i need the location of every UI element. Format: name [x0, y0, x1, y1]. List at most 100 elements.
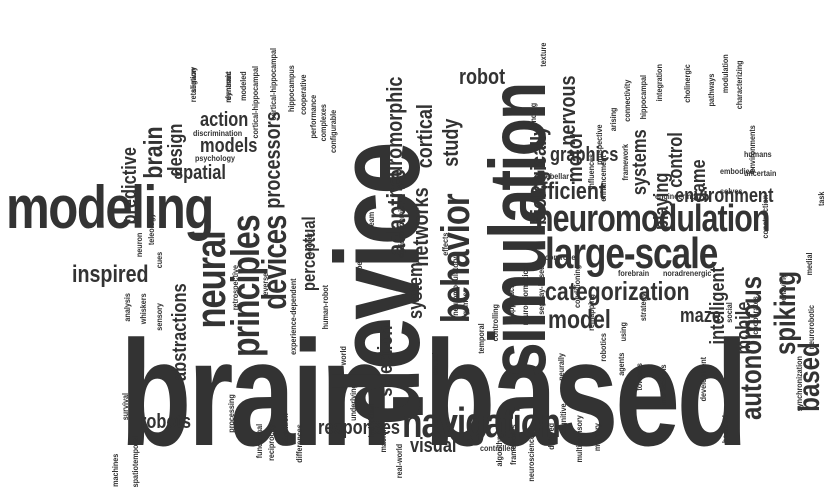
cloud-word-configurable: configurable — [329, 109, 338, 154]
cloud-word-systems: systems — [629, 129, 651, 196]
cloud-word-neurally: neurally — [557, 353, 566, 381]
cloud-word-differences: differences — [295, 424, 304, 463]
cloud-word-texture: texture — [539, 42, 548, 67]
cloud-word-cognitive: cognitive — [559, 403, 568, 436]
cloud-word-embodied: embodied — [720, 167, 755, 176]
cloud-word-social: social — [725, 302, 734, 323]
cloud-word-inspired: inspired — [72, 261, 149, 288]
cloud-word-hippocampal: hippocampal — [639, 74, 648, 120]
cloud-word-neuromodulation: neuromodulation — [535, 198, 770, 240]
cloud-word-processors: processors — [260, 111, 285, 209]
cloud-word-environments: environments — [748, 125, 757, 173]
cloud-word-discrimination: discrimination — [193, 129, 243, 138]
cloud-word-noradrenergic: noradrenergic — [663, 269, 712, 278]
cloud-word-cerebellar: cerebellar — [535, 172, 570, 181]
cloud-word-neuromorphic: neuromorphic — [382, 76, 407, 198]
cloud-word-framework: framework — [621, 144, 630, 181]
cloud-word-spatial: spatial — [174, 162, 226, 184]
cloud-word-effects: effects — [441, 232, 450, 256]
cloud-word-underlying: underlying — [349, 384, 358, 421]
cloud-word-models: models — [200, 135, 258, 157]
cloud-word-navigation: navigation — [402, 399, 561, 446]
cloud-word-conditioning: conditioning — [573, 264, 582, 308]
cloud-word-machine: machine — [379, 423, 388, 453]
cloud-word-reciprocity: reciprocity — [267, 424, 276, 461]
cloud-word-dynamic: dynamic — [224, 71, 233, 101]
cloud-word-cortical: cortical — [412, 104, 437, 169]
cloud-word-modeling: modeling — [6, 174, 214, 241]
cloud-word-action: action — [200, 109, 249, 131]
cloud-word-cooperates: cooperates — [751, 296, 760, 335]
cloud-word-brain: brain — [138, 126, 168, 179]
cloud-word-remapping: remapping — [587, 294, 596, 331]
cloud-word-world: world — [339, 346, 348, 366]
cloud-word-socioeconomic: socioeconomic — [397, 205, 406, 259]
cloud-word-multi-sensory: multi-sensory — [575, 415, 584, 463]
cloud-word-complexes: complexes — [319, 104, 328, 142]
cloud-word-uncertain: uncertain — [744, 169, 777, 178]
cloud-word-medial: medial — [805, 252, 814, 276]
cloud-word-solves: solves — [720, 187, 743, 196]
cloud-word-attention: attention — [281, 413, 290, 444]
cloud-word-neuromodulatory: neuromodulatory — [451, 256, 460, 316]
cloud-word-soccer: soccer — [305, 232, 314, 256]
cloud-word-causal: causal — [431, 352, 440, 375]
cloud-word-brain-based: brain-based — [120, 309, 748, 477]
cloud-word-humans: humans — [744, 150, 772, 159]
cloud-word-characterizing: characterizing — [735, 60, 744, 110]
cloud-word-performance: performance — [309, 94, 318, 139]
cloud-word-integration: integration — [655, 64, 664, 102]
cloud-word-neural: neural — [187, 231, 234, 329]
cloud-word-machines: machines — [111, 453, 120, 487]
cloud-word-whiskers: whiskers — [139, 293, 148, 325]
cloud-word-games: games — [461, 292, 470, 316]
cloud-word-visual: visual — [410, 435, 457, 457]
cloud-word-psychology: psychology — [195, 154, 236, 163]
cloud-word-controller: controller — [545, 253, 579, 262]
cloud-word-towards: towards — [635, 363, 644, 391]
cloud-word-segway-based: segway-based — [537, 265, 546, 315]
cloud-word-retrospective: retrospective — [231, 265, 240, 311]
cloud-word-retaliation: retaliation — [189, 67, 198, 103]
cloud-word-temporal: temporal — [477, 323, 486, 354]
cloud-word-large-scale: large-scale — [545, 229, 718, 278]
cloud-word-binding: binding — [529, 102, 538, 129]
cloud-word-agents: agents — [617, 352, 626, 376]
cloud-word-synchronization: synchronization — [795, 356, 804, 412]
cloud-word-predictive: predictive — [119, 147, 141, 225]
cloud-word-human-robot: human-robot — [321, 284, 330, 330]
cloud-word-graphics: graphics — [550, 144, 619, 166]
cloud-word-individual: individual — [367, 403, 376, 438]
cloud-word-influences: influences — [587, 153, 596, 190]
cloud-word-bearded: bearded — [721, 415, 730, 444]
cloud-word-robot: robot — [459, 64, 506, 89]
cloud-word-maze: maze — [680, 305, 722, 327]
cloud-word-playing: playing — [651, 172, 673, 231]
cloud-word-lobe: lobe — [355, 261, 364, 277]
cloud-word-memory: memory — [593, 423, 602, 452]
cloud-word-forebrain: forebrain — [618, 269, 650, 278]
cloud-word-environment: environment — [675, 185, 774, 207]
cloud-word-arising: arising — [609, 107, 618, 132]
cloud-word-behaving: behaving — [779, 273, 788, 306]
cloud-word-neuroscience: neuroscience — [527, 435, 536, 482]
cloud-word-neuroinformatics: neuroinformatics — [521, 266, 530, 326]
cloud-word-approach: approach — [507, 283, 516, 317]
cloud-word-experience-dependent: experience-dependent — [289, 278, 298, 355]
cloud-word-modeled: modeled — [239, 71, 248, 101]
cloud-word-robots: robots — [140, 411, 192, 433]
cloud-word-survival: survival — [121, 393, 130, 421]
cloud-word-team: team — [367, 211, 376, 229]
cloud-word-engineering: engineering — [655, 192, 696, 201]
cloud-word-reverse: reverse — [261, 272, 270, 299]
cloud-word-categorization: categorization — [545, 276, 690, 306]
cloud-word-strategy: strategy — [639, 293, 648, 322]
cloud-word-teleology: teleology — [147, 213, 156, 246]
cloud-word-networks: networks — [408, 187, 433, 267]
cloud-word-cortical-hippocampal: cortical-hippocampal — [269, 48, 278, 121]
cloud-word-sensory: sensory — [155, 303, 164, 331]
cloud-word-using: using — [619, 322, 628, 342]
cloud-word-task: task — [817, 191, 826, 207]
cloud-word-nervous: nervous — [555, 75, 580, 146]
